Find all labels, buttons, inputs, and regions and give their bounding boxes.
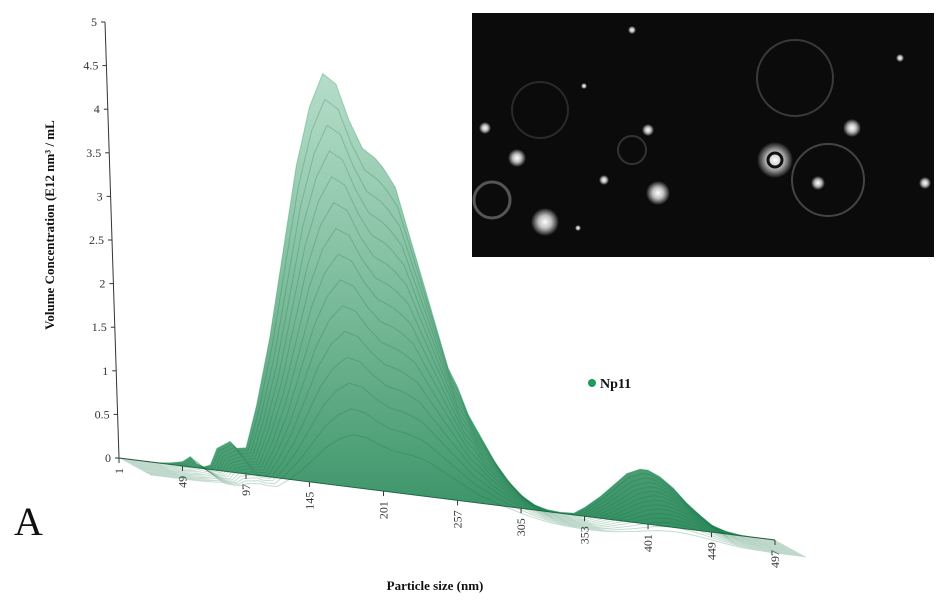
series-area-texture bbox=[129, 201, 787, 547]
series-area-texture bbox=[127, 176, 784, 546]
y-tick-label: 5 bbox=[91, 15, 97, 29]
y-tick-label: 4 bbox=[94, 102, 100, 116]
series-area-texture bbox=[140, 330, 798, 553]
x-tick-label: 401 bbox=[641, 534, 655, 552]
y-tick-label: 0.5 bbox=[95, 407, 110, 421]
x-tick-label: 97 bbox=[239, 484, 253, 496]
series-area-texture bbox=[123, 124, 780, 543]
x-tick-label: 353 bbox=[578, 526, 592, 544]
x-tick-label: 449 bbox=[705, 542, 719, 560]
y-tick-label: 1.5 bbox=[92, 320, 107, 334]
x-tick-label: 49 bbox=[175, 476, 189, 488]
series-area-texture bbox=[145, 382, 802, 555]
y-tick-label: 2 bbox=[99, 277, 105, 291]
y-tick-label: 2.5 bbox=[89, 233, 104, 247]
series-area-texture bbox=[136, 279, 793, 551]
series-area-texture bbox=[138, 305, 795, 552]
inset-microscopy-image bbox=[472, 13, 934, 257]
y-tick-label: 0 bbox=[105, 451, 111, 465]
y-tick-label: 1 bbox=[102, 364, 108, 378]
series-area-texture bbox=[149, 434, 806, 558]
legend-label: Np11 bbox=[600, 377, 631, 392]
series-area-texture bbox=[125, 150, 782, 545]
x-tick-label: 1 bbox=[112, 468, 126, 474]
legend: Np11 bbox=[588, 377, 631, 392]
series-area-np11 bbox=[118, 72, 776, 541]
y-axis-label: Volume Concentration (E12 nm³ / mL bbox=[42, 120, 57, 330]
x-tick-label: 145 bbox=[302, 492, 316, 510]
series-area-texture bbox=[143, 356, 800, 554]
series-area-texture bbox=[121, 98, 778, 542]
panel-label: A bbox=[14, 499, 43, 544]
legend-marker bbox=[588, 379, 596, 387]
y-tick-label: 3 bbox=[97, 189, 103, 203]
x-tick-label: 497 bbox=[768, 550, 782, 568]
x-tick-label: 305 bbox=[514, 518, 528, 536]
y-tick-label: 4.5 bbox=[83, 59, 98, 73]
x-tick-label: 201 bbox=[377, 501, 391, 519]
series-area-texture bbox=[147, 408, 804, 557]
x-axis-label: Particle size (nm) bbox=[387, 578, 484, 593]
series-area-texture bbox=[134, 253, 791, 549]
series-area-texture bbox=[132, 227, 789, 548]
x-tick-label: 257 bbox=[451, 510, 465, 528]
y-tick-label: 3.5 bbox=[86, 146, 101, 160]
